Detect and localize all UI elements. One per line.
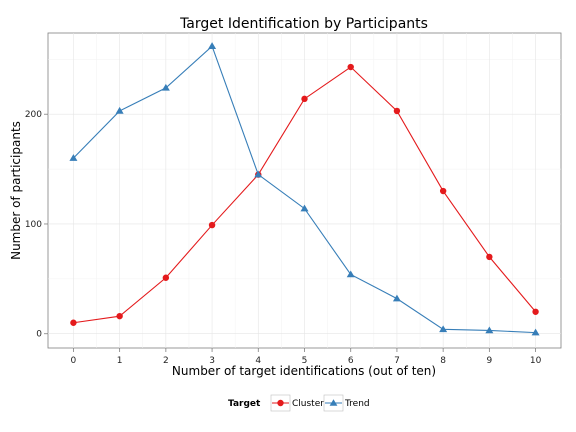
data-point-cluster	[301, 95, 308, 103]
data-point-cluster	[347, 63, 354, 71]
data-point-trend	[254, 170, 263, 178]
data-point-cluster	[486, 253, 493, 261]
y-axis-label: Number of participants	[9, 121, 23, 260]
legend-marker-cluster	[277, 399, 284, 407]
data-point-trend	[485, 326, 494, 334]
y-tick-label: 0	[36, 330, 42, 340]
x-tick-label: 4	[255, 356, 261, 366]
x-axis: 0 1 2 3 4 5 6 7 8 9 10	[71, 348, 542, 366]
data-point-trend	[300, 204, 309, 212]
x-tick-label: 2	[163, 356, 169, 366]
data-point-cluster	[208, 221, 216, 229]
data-point-cluster	[439, 187, 447, 195]
y-axis: 0 100 200	[25, 110, 48, 340]
data-point-cluster	[393, 107, 401, 115]
x-tick-label: 10	[530, 356, 542, 366]
data-point-trend	[69, 154, 78, 161]
data-point-trend	[346, 270, 355, 278]
legend-label-cluster: Cluster	[292, 399, 324, 409]
x-tick-label: 0	[71, 356, 77, 366]
data-point-trend	[208, 42, 217, 49]
data-point-cluster	[70, 319, 77, 326]
data-point-cluster	[116, 312, 123, 320]
y-tick-label: 200	[25, 110, 42, 120]
legend-title: Target	[228, 399, 261, 409]
x-tick-label: 6	[348, 356, 354, 366]
series-layer	[69, 42, 540, 336]
x-tick-label: 8	[440, 356, 446, 366]
data-point-trend	[439, 325, 448, 333]
data-point-trend	[392, 294, 401, 302]
x-tick-label: 1	[117, 356, 123, 366]
x-tick-label: 3	[209, 356, 215, 366]
data-point-trend	[115, 106, 124, 114]
data-point-cluster	[532, 308, 539, 315]
x-tick-label: 7	[394, 356, 400, 366]
legend: Target Cluster Trend	[228, 394, 370, 412]
data-point-trend	[161, 83, 170, 91]
y-tick-label: 100	[25, 220, 42, 230]
x-tick-label: 5	[302, 356, 308, 366]
chart-title: Target Identification by Participants	[179, 16, 428, 32]
data-point-cluster	[162, 274, 170, 281]
x-axis-label: Number of target identifications (out of…	[172, 364, 436, 378]
legend-label-trend: Trend	[344, 399, 370, 409]
legend-marker-trend	[329, 399, 338, 406]
data-point-trend	[531, 328, 540, 336]
grid-minor	[48, 33, 561, 348]
legend-item-trend: Trend	[323, 394, 370, 412]
legend-item-cluster: Cluster	[270, 394, 324, 412]
x-tick-label: 9	[486, 356, 492, 366]
